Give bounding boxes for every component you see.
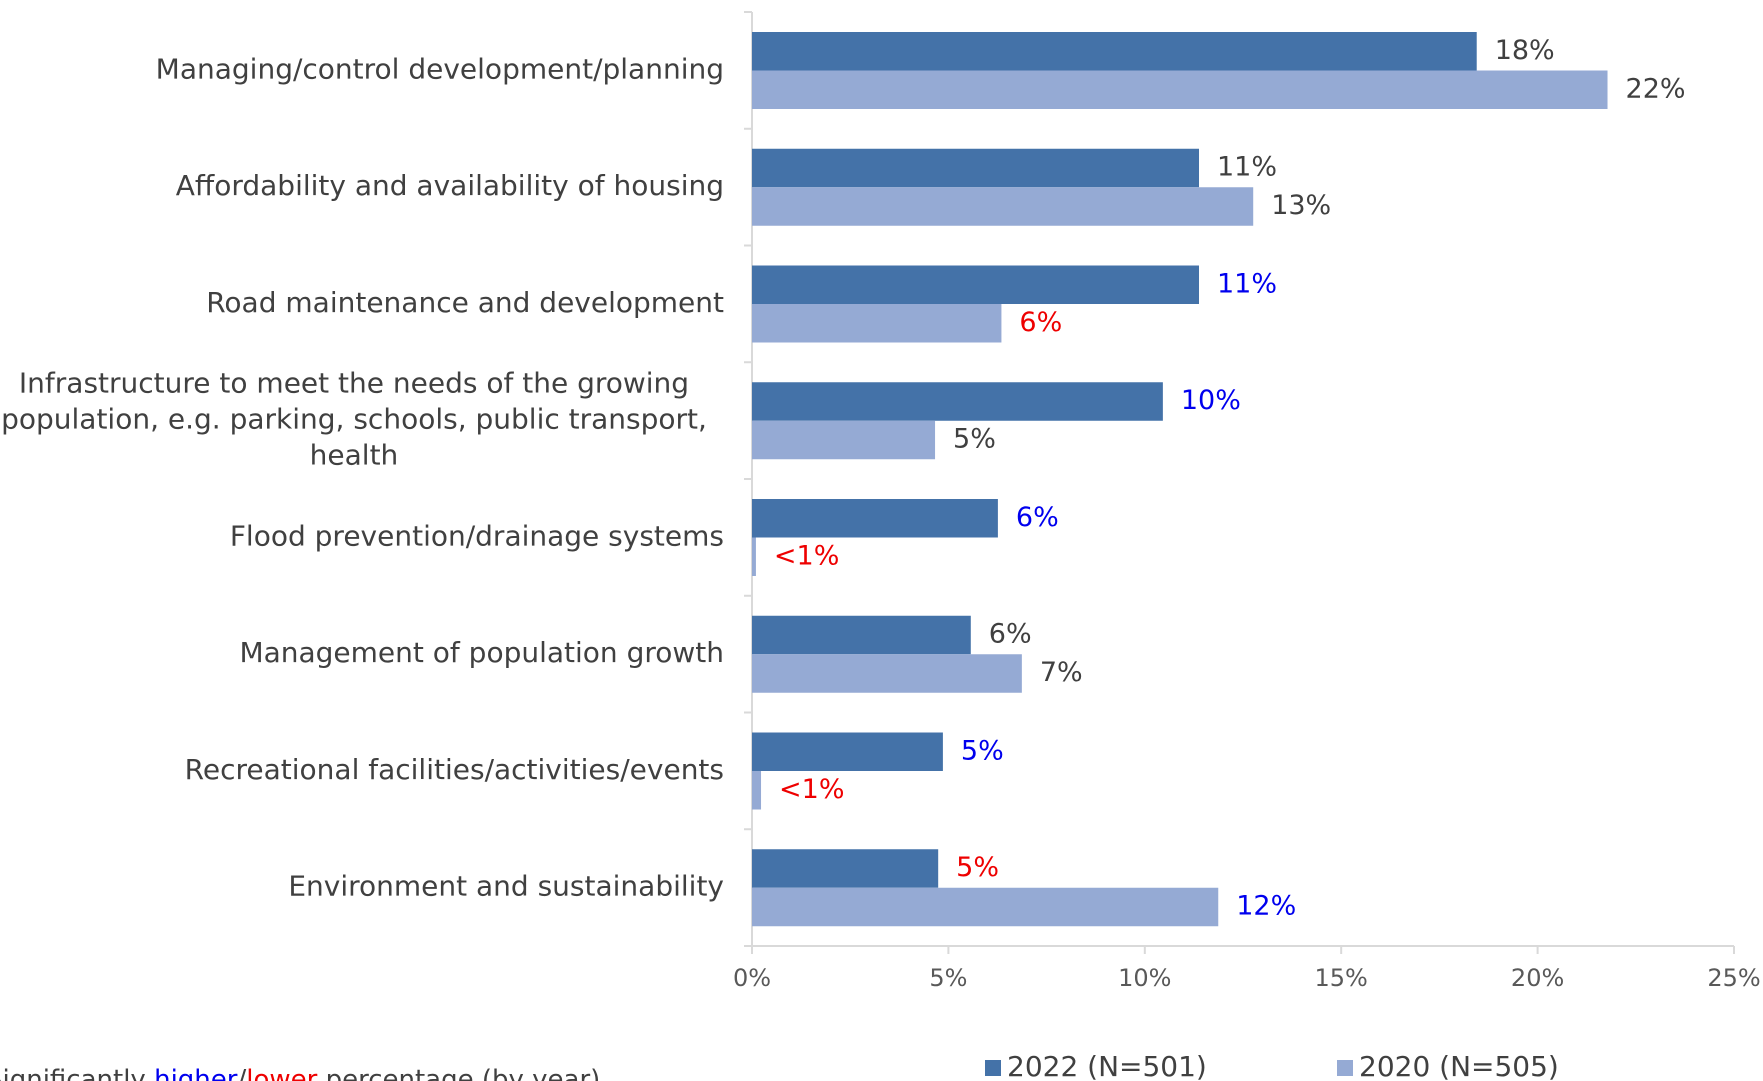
x-tick-label: 15% — [1315, 964, 1368, 992]
value-label: 6% — [989, 619, 1032, 650]
category-label: Infrastructure to meet the needs of the … — [1, 367, 707, 472]
value-label: 7% — [1040, 657, 1083, 688]
value-label: 18% — [1495, 35, 1555, 66]
x-tick-label: 10% — [1118, 964, 1171, 992]
bar — [752, 732, 943, 771]
note-part: lower — [246, 1065, 317, 1081]
bar — [752, 70, 1608, 109]
bar — [752, 537, 756, 576]
value-label: 12% — [1236, 891, 1296, 922]
category-label: Recreational facilities/activities/event… — [185, 753, 724, 786]
bar — [752, 849, 939, 888]
category-label: Flood prevention/drainage systems — [230, 519, 724, 552]
x-tick-label: 20% — [1511, 964, 1564, 992]
value-label: 11% — [1217, 268, 1277, 299]
category-label: Environment and sustainability — [288, 870, 724, 903]
bar — [752, 499, 998, 538]
value-label: 10% — [1181, 385, 1241, 416]
bar — [752, 420, 936, 460]
value-label: 5% — [956, 852, 999, 883]
legend-label: 2022 (N=501) — [1007, 1050, 1207, 1081]
category-label: Affordability and availability of housin… — [176, 169, 724, 202]
bar — [752, 382, 1163, 421]
bar — [752, 265, 1200, 304]
note-part: higher — [154, 1065, 238, 1081]
bar — [752, 148, 1200, 188]
value-label: 11% — [1217, 152, 1277, 183]
bar — [752, 654, 1022, 693]
legend-label: 2020 (N=505) — [1359, 1050, 1559, 1081]
x-tick-label: 0% — [733, 964, 771, 992]
bar — [752, 304, 1002, 343]
category-label: Management of population growth — [239, 636, 724, 669]
x-tick-label: 5% — [929, 964, 967, 992]
value-label: 5% — [953, 424, 996, 455]
bar — [752, 32, 1477, 71]
value-label: 13% — [1271, 190, 1331, 221]
category-label: Managing/control development/planning — [156, 52, 724, 85]
legend-swatch — [1337, 1060, 1353, 1076]
value-label: 5% — [961, 735, 1004, 766]
legend-swatch — [985, 1060, 1001, 1076]
bar — [752, 887, 1219, 927]
value-label: <1% — [774, 540, 839, 571]
note-part: / — [237, 1065, 246, 1081]
bar — [752, 771, 762, 810]
value-label: 6% — [1016, 502, 1059, 533]
note-part: percentage (by year) — [317, 1065, 600, 1081]
value-label: <1% — [779, 774, 844, 805]
value-label: 22% — [1626, 73, 1686, 104]
bar — [752, 187, 1254, 226]
category-label: Road maintenance and development — [206, 286, 724, 319]
x-tick-label: 25% — [1707, 964, 1760, 992]
note: Significantly higher/lower percentage (b… — [0, 1065, 600, 1081]
value-label: 6% — [1019, 307, 1062, 338]
bar — [752, 615, 971, 655]
note-part: Significantly — [0, 1065, 154, 1081]
